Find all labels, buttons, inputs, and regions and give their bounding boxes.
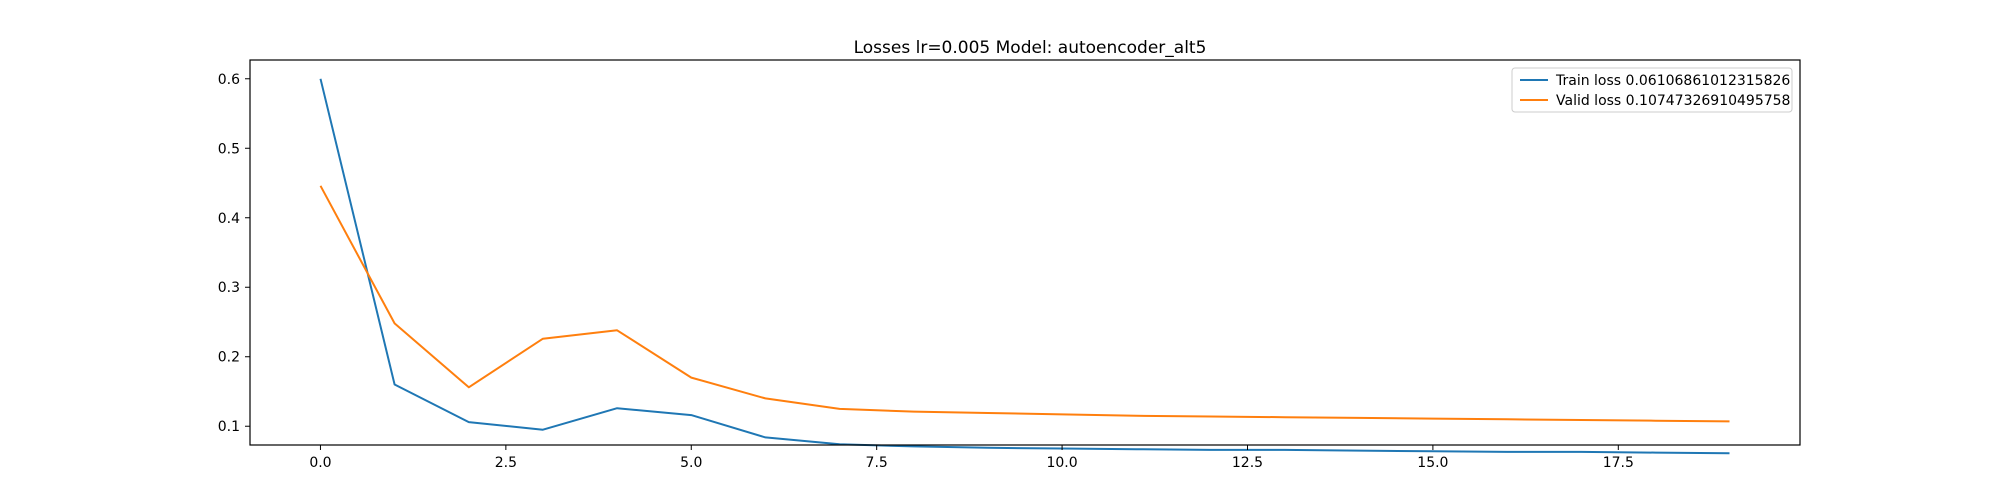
x-tick-label: 0.0 — [309, 455, 331, 471]
x-tick-label: 15.0 — [1417, 455, 1448, 471]
x-tick-label: 2.5 — [495, 455, 517, 471]
y-axis: 0.1 0.2 0.3 0.4 0.5 0.6 — [218, 72, 250, 435]
x-tick-label: 5.0 — [680, 455, 702, 471]
plot-frame — [249, 59, 1801, 446]
y-tick-label: 0.2 — [218, 350, 240, 366]
series-line-2 — [319, 185, 1730, 423]
series-layer — [319, 78, 1730, 455]
y-tick-label: 0.1 — [218, 419, 240, 435]
legend-label: Train loss 0.06106861012315826 — [1555, 73, 1790, 89]
y-tick-label: 0.6 — [218, 72, 240, 88]
x-axis: 0.0 2.5 5.0 7.5 10.0 12.5 15.0 17.5 — [309, 445, 1634, 471]
chart-title: Losses lr=0.005 Model: autoencoder_alt5 — [854, 38, 1207, 58]
y-tick-label: 0.5 — [218, 141, 240, 157]
legend-box — [1511, 67, 1793, 113]
x-tick-label: 7.5 — [866, 455, 888, 471]
y-tick-label: 0.4 — [218, 211, 240, 227]
x-tick-label: 17.5 — [1603, 455, 1634, 471]
x-tick-label: 10.0 — [1046, 455, 1077, 471]
y-tick-label: 0.3 — [218, 280, 240, 296]
series-line-1 — [319, 78, 1730, 455]
x-tick-label: 12.5 — [1232, 455, 1263, 471]
legend: Train loss 0.06106861012315826 Valid loss… — [1511, 67, 1793, 113]
legend-label: Valid loss 0.10747326910495758 — [1556, 93, 1790, 109]
